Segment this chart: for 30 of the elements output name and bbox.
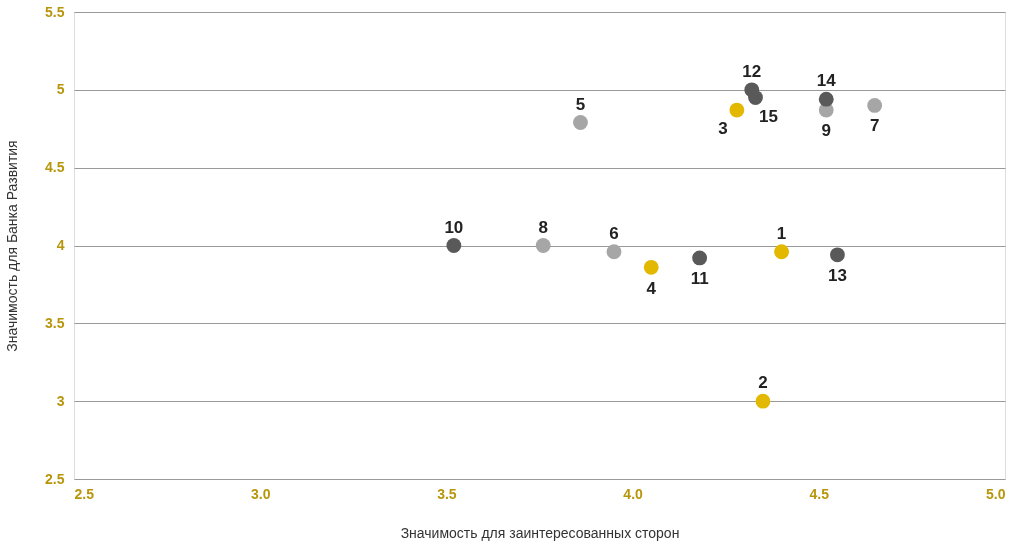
x-tick-label: 4.5 bbox=[809, 485, 830, 502]
annotation: 2 bbox=[758, 373, 768, 393]
annotation: 12 bbox=[742, 61, 762, 81]
x-tick-label: 2.5 bbox=[74, 485, 95, 502]
annotation: 3 bbox=[718, 119, 728, 139]
annotation: 8 bbox=[538, 217, 548, 237]
y-tick-label: 3.5 bbox=[45, 314, 65, 331]
annotation: 15 bbox=[759, 106, 778, 126]
x-tick-label: 4.0 bbox=[623, 485, 644, 502]
y-axis-title: Значимость для Банка Развития bbox=[4, 140, 21, 352]
annotation: 9 bbox=[821, 121, 831, 141]
annotation: 13 bbox=[827, 265, 847, 285]
annotation: 10 bbox=[444, 217, 464, 237]
annotation: 4 bbox=[646, 279, 657, 299]
y-tick-label: 4.5 bbox=[45, 159, 65, 176]
y-tick-label: 5.5 bbox=[45, 3, 65, 20]
y-tick-label: 3 bbox=[56, 392, 65, 409]
x-tick-label: 5.0 bbox=[986, 485, 1006, 502]
y-tick-label: 2.5 bbox=[45, 470, 65, 487]
x-tick-label: 3.5 bbox=[437, 485, 457, 502]
annotation: 5 bbox=[575, 94, 586, 114]
annotation: 1 bbox=[776, 223, 787, 243]
x-tick-label: 3.0 bbox=[250, 485, 271, 502]
annotation: 7 bbox=[869, 116, 880, 136]
x-axis-title: Значимость для заинтересованных сторон bbox=[400, 524, 680, 541]
annotation: 14 bbox=[816, 71, 837, 91]
annotation: 11 bbox=[690, 268, 709, 288]
annotation: 6 bbox=[609, 223, 619, 243]
y-tick-label: 5 bbox=[56, 81, 65, 98]
y-tick-label: 4 bbox=[56, 237, 65, 253]
